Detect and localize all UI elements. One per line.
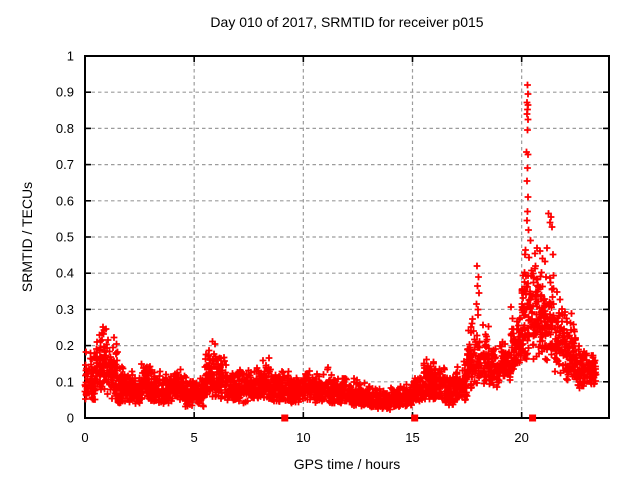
tick-labels: 0 5 10 15 20 0 0.1 0.2 0.3 0.4 0.5 0.6 0.7 0.8 0.9 1 (56, 49, 529, 446)
x-tick-label: 15 (405, 430, 419, 445)
y-tick-label: 0.1 (56, 374, 74, 389)
plot-frame (84, 55, 610, 419)
y-tick-label: 0.2 (56, 338, 74, 353)
flag-marker (281, 414, 289, 422)
flag-marker (411, 414, 419, 422)
x-axis-label: GPS time / hours (294, 456, 401, 472)
y-tick-label: 0.6 (56, 193, 74, 208)
chart-title: Day 010 of 2017, SRMTID for receiver p01… (210, 14, 483, 30)
x-tick-label: 0 (81, 430, 88, 445)
y-tick-label: 0.7 (56, 157, 74, 172)
y-tick-label: 0 (67, 411, 74, 426)
x-tick-label: 5 (191, 430, 198, 445)
y-tick-label: 0.5 (56, 230, 74, 245)
x-tick-label: 10 (296, 430, 310, 445)
y-tick-label: 1 (67, 49, 74, 64)
srmtid-series (81, 81, 600, 413)
y-axis-label: SRMTID / TECUs (19, 182, 35, 292)
y-tick-label: 0.3 (56, 302, 74, 317)
flag-marker (529, 414, 537, 422)
y-tick-label: 0.4 (56, 266, 74, 281)
y-tick-label: 0.8 (56, 121, 74, 136)
x-tick-label: 20 (514, 430, 528, 445)
data-layer (81, 81, 600, 422)
y-tick-label: 0.9 (56, 85, 74, 100)
